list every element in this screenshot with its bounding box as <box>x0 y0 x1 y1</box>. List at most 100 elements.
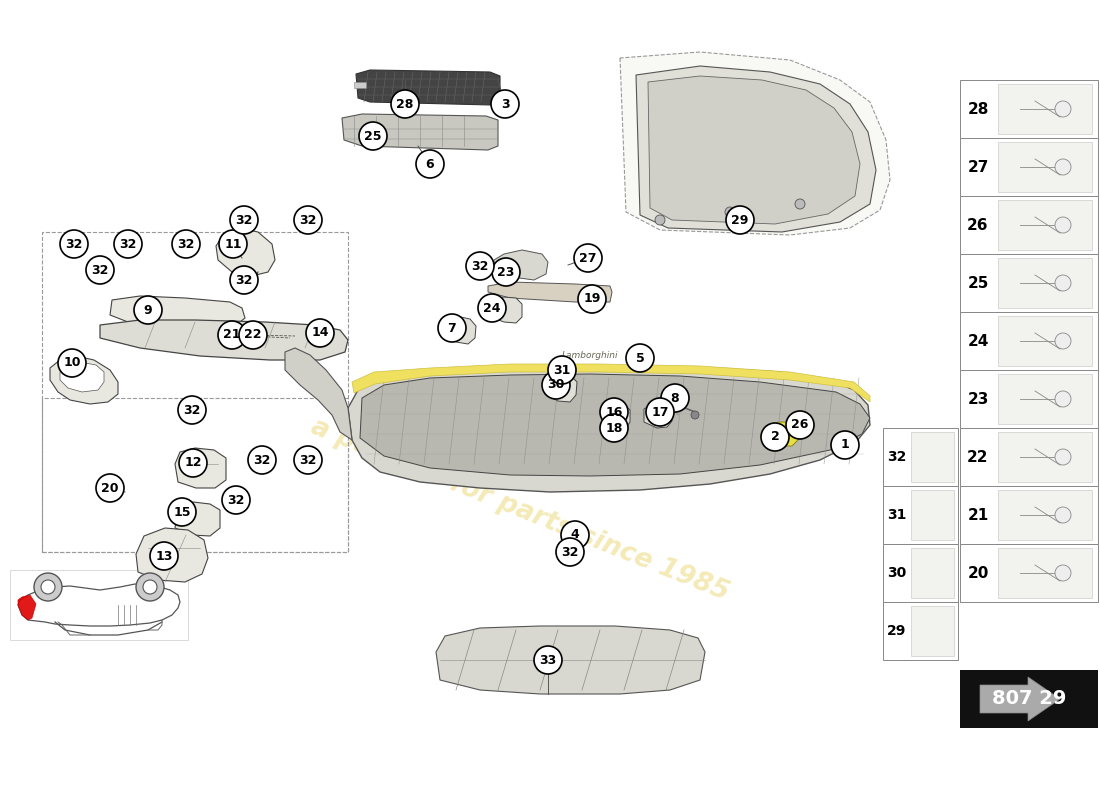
Text: 23: 23 <box>497 266 515 278</box>
Text: 5: 5 <box>636 351 645 365</box>
Text: 3: 3 <box>500 98 509 110</box>
Polygon shape <box>603 403 630 428</box>
Polygon shape <box>50 356 118 404</box>
Bar <box>354 82 366 88</box>
Circle shape <box>478 294 506 322</box>
Circle shape <box>542 371 570 399</box>
Polygon shape <box>110 296 245 330</box>
Circle shape <box>654 215 666 225</box>
Circle shape <box>114 230 142 258</box>
Circle shape <box>41 580 55 594</box>
Text: 15: 15 <box>174 506 190 518</box>
Polygon shape <box>360 374 870 476</box>
Circle shape <box>548 356 576 384</box>
Bar <box>998 490 1092 540</box>
Text: 32: 32 <box>888 450 906 464</box>
Bar <box>998 548 1092 598</box>
Circle shape <box>830 431 859 459</box>
Text: 8: 8 <box>671 391 680 405</box>
Polygon shape <box>644 403 672 428</box>
Circle shape <box>230 266 258 294</box>
Circle shape <box>600 398 628 426</box>
Circle shape <box>438 314 466 342</box>
Bar <box>998 142 1092 192</box>
Polygon shape <box>356 70 500 105</box>
Text: 32: 32 <box>235 214 253 226</box>
Text: 31: 31 <box>888 508 906 522</box>
Polygon shape <box>636 66 876 232</box>
Text: Lamborghini: Lamborghini <box>562 350 618 359</box>
Text: 30: 30 <box>888 566 906 580</box>
Text: 21: 21 <box>223 329 241 342</box>
Bar <box>960 670 1098 728</box>
Text: 25: 25 <box>967 275 989 290</box>
Circle shape <box>646 398 674 426</box>
Polygon shape <box>352 364 870 402</box>
Text: 1: 1 <box>840 438 849 451</box>
Text: 28: 28 <box>396 98 414 110</box>
Circle shape <box>143 580 157 594</box>
Text: 4: 4 <box>571 529 580 542</box>
Bar <box>10 570 188 640</box>
Polygon shape <box>216 228 275 276</box>
Circle shape <box>556 538 584 566</box>
Circle shape <box>1055 333 1071 349</box>
Circle shape <box>294 206 322 234</box>
Circle shape <box>168 498 196 526</box>
Text: 26: 26 <box>967 218 989 233</box>
Bar <box>998 432 1092 482</box>
Polygon shape <box>488 297 522 323</box>
Bar <box>960 80 1098 138</box>
Bar <box>960 138 1098 196</box>
Text: 32: 32 <box>253 454 271 466</box>
Bar <box>960 370 1098 428</box>
Text: 30: 30 <box>548 378 564 391</box>
Text: 26: 26 <box>791 418 808 431</box>
Circle shape <box>359 122 387 150</box>
Text: 19: 19 <box>583 293 601 306</box>
Text: 10: 10 <box>64 357 80 370</box>
Circle shape <box>561 521 588 549</box>
Bar <box>960 486 1098 544</box>
Bar <box>998 374 1092 424</box>
Circle shape <box>626 344 654 372</box>
Circle shape <box>179 449 207 477</box>
Text: 29: 29 <box>732 214 749 226</box>
Bar <box>911 432 954 482</box>
Bar <box>960 196 1098 254</box>
Circle shape <box>1055 101 1071 117</box>
Text: 24: 24 <box>483 302 500 314</box>
Bar <box>883 602 958 660</box>
Bar <box>42 398 348 552</box>
Polygon shape <box>175 448 226 488</box>
Circle shape <box>466 252 494 280</box>
Text: 25: 25 <box>364 130 382 142</box>
Text: 11: 11 <box>224 238 242 250</box>
Circle shape <box>795 199 805 209</box>
Circle shape <box>534 646 562 674</box>
Circle shape <box>34 573 62 601</box>
Bar <box>960 312 1098 370</box>
Circle shape <box>248 446 276 474</box>
Text: 32: 32 <box>65 238 82 250</box>
Text: 17: 17 <box>651 406 669 418</box>
Circle shape <box>1055 507 1071 523</box>
Circle shape <box>172 230 200 258</box>
Bar <box>960 544 1098 602</box>
Circle shape <box>219 230 248 258</box>
Text: 32: 32 <box>299 454 317 466</box>
Text: 20: 20 <box>967 566 989 581</box>
Text: 2: 2 <box>771 430 780 443</box>
Circle shape <box>136 573 164 601</box>
Bar <box>998 200 1092 250</box>
Text: 21: 21 <box>967 507 989 522</box>
Text: 32: 32 <box>228 494 244 506</box>
Circle shape <box>60 230 88 258</box>
Text: 27: 27 <box>967 159 989 174</box>
Text: 6: 6 <box>426 158 434 170</box>
Polygon shape <box>488 282 612 302</box>
Polygon shape <box>60 362 104 392</box>
Text: 29: 29 <box>888 624 906 638</box>
Circle shape <box>1055 565 1071 581</box>
Text: 32: 32 <box>471 259 488 273</box>
